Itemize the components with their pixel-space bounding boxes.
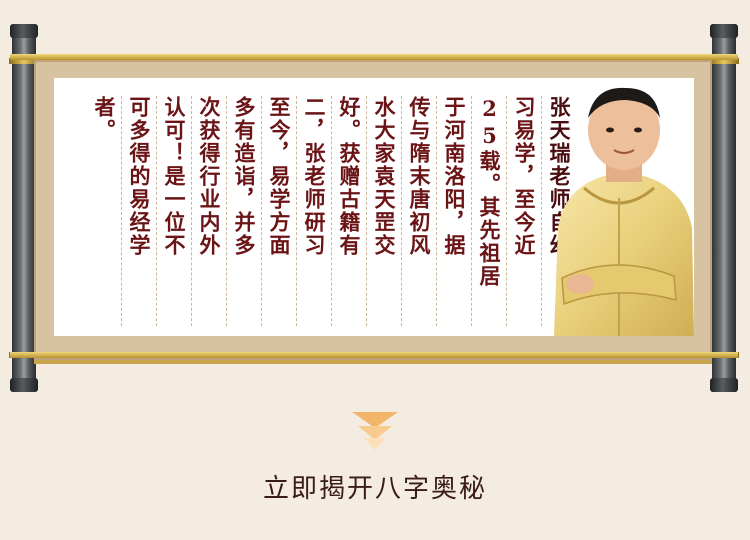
bio-column: 好。获赠古籍有 xyxy=(331,96,366,326)
gold-trim-bottom xyxy=(10,352,738,358)
bio-column: 者。 xyxy=(92,96,117,142)
scroll-rod-left xyxy=(9,24,39,392)
rod-ring xyxy=(709,58,739,64)
bio-column: 习易学，至今近 xyxy=(506,96,541,326)
bio-column: 水大家袁天罡交 xyxy=(366,96,401,326)
bio-column: 于河南洛阳，据 xyxy=(436,96,471,326)
bio-column: 可多得的易经学 xyxy=(121,96,156,326)
reveal-bazi-button[interactable]: 立即揭开八字奥秘 xyxy=(262,474,487,504)
rod-cap xyxy=(10,378,38,392)
rod-cap xyxy=(710,24,738,38)
bio-column: 次获得行业内外 xyxy=(191,96,226,326)
teacher-portrait-icon xyxy=(554,87,694,336)
scroll-paper: 张天瑞老师自幼 习易学，至今近 25载。其先祖居 于河南洛阳，据 传与隋末唐初风… xyxy=(54,78,694,336)
chevron-down-icon xyxy=(352,412,398,450)
bio-column: 多有造诣，并多 xyxy=(226,96,261,326)
bio-column: 传与隋末唐初风 xyxy=(401,96,436,326)
bio-column: 25载。其先祖居 xyxy=(471,96,506,326)
bio-text: 张天瑞老师自幼 习易学，至今近 25载。其先祖居 于河南洛阳，据 传与隋末唐初风… xyxy=(87,96,576,326)
rod-cap xyxy=(10,24,38,38)
bio-column: 认可！是一位不 xyxy=(156,96,191,326)
gold-trim-top xyxy=(10,54,738,60)
rod-cap xyxy=(710,378,738,392)
scroll-rod-right xyxy=(709,24,739,392)
bio-column: 二，张老师研习 xyxy=(296,96,331,326)
bio-column: 至今，易学方面 xyxy=(261,96,296,326)
rod-ring xyxy=(9,58,39,64)
